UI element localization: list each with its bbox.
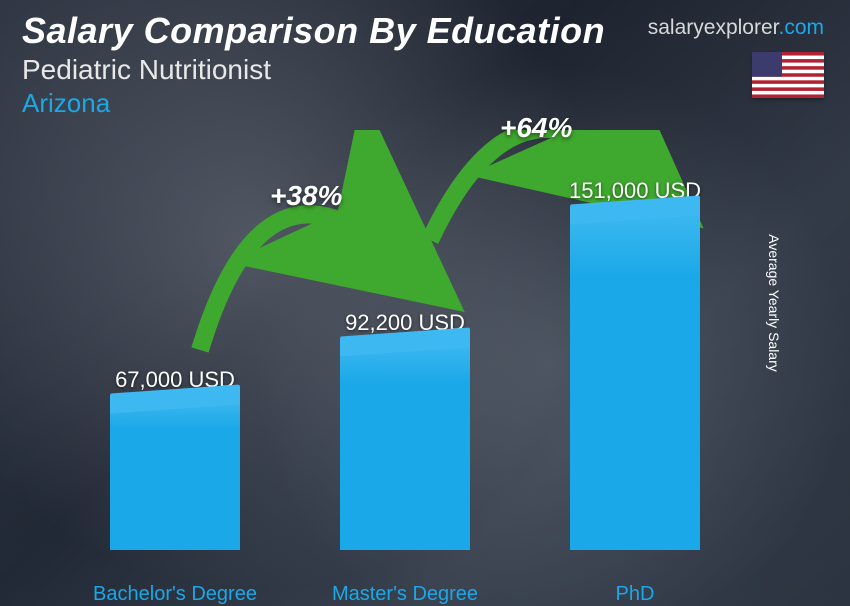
- chart-area: +38% +64% 67,000 USD 92,200 USD 151,000 …: [0, 130, 810, 606]
- brand-plain: salaryexplorer: [648, 16, 779, 39]
- bar-masters: [340, 342, 470, 550]
- x-axis-labels: Bachelor's Degree Master's Degree PhD: [60, 583, 750, 606]
- y-axis-label: Average Yearly Salary: [765, 234, 781, 372]
- brand-accent: .com: [778, 16, 824, 39]
- bar-label: Bachelor's Degree: [85, 583, 265, 606]
- bar-phd: [570, 210, 700, 550]
- bar-label: Master's Degree: [315, 583, 495, 606]
- flag-icon: [752, 52, 824, 98]
- bars-container: 67,000 USD 92,200 USD 151,000 USD: [60, 190, 750, 550]
- brand-label: salaryexplorer.com: [648, 16, 824, 40]
- bar-group-bachelors: 67,000 USD: [85, 367, 265, 550]
- chart-subtitle: Pediatric Nutritionist: [22, 54, 828, 86]
- bar-group-masters: 92,200 USD: [315, 310, 495, 550]
- bar-group-phd: 151,000 USD: [545, 178, 725, 550]
- bar-label: PhD: [545, 583, 725, 606]
- bar-bachelors: [110, 399, 240, 550]
- chart-location: Arizona: [22, 88, 828, 119]
